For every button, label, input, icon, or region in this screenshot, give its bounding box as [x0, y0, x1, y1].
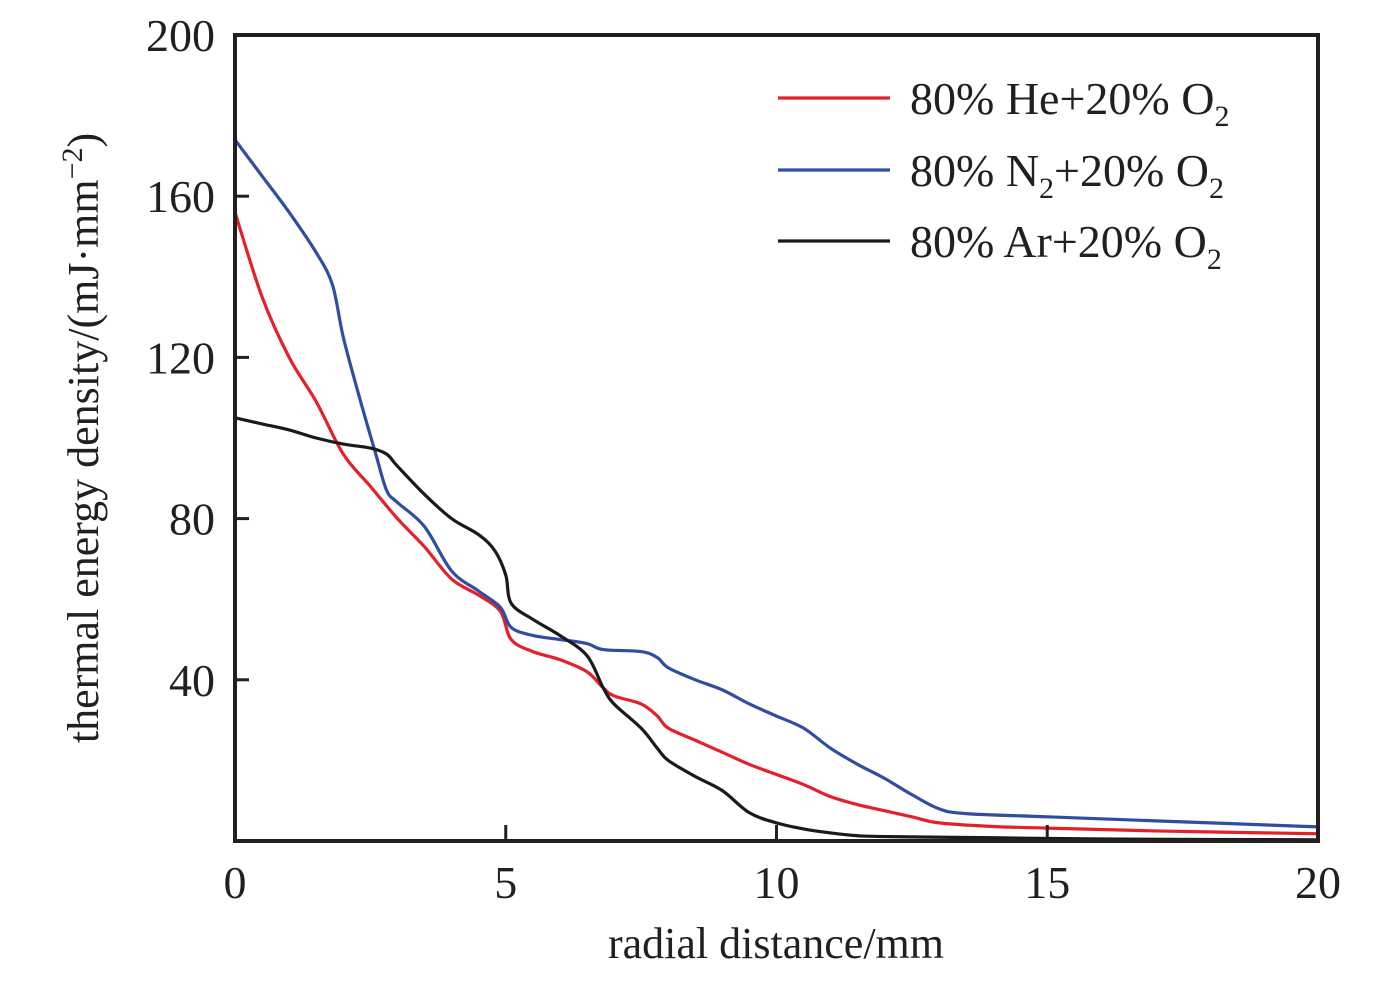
y-axis-title: thermal energy density/(mJ·mm−2)	[56, 133, 108, 743]
legend-item: 80% He+20% O2	[778, 73, 1229, 133]
y-tick-label: 120	[146, 332, 215, 383]
y-tick-label: 40	[169, 655, 215, 706]
legend-label: 80% Ar+20% O2	[910, 216, 1222, 276]
legend-label: 80% N2+20% O2	[910, 145, 1224, 205]
legend-item: 80% N2+20% O2	[778, 145, 1224, 205]
series-line-3	[234, 416, 1319, 842]
legend-label: 80% He+20% O2	[910, 73, 1229, 133]
x-tick-label: 20	[1295, 857, 1341, 908]
axis-ticks: 0 5 10 15 20 40 80 120 160 200	[146, 10, 1341, 908]
series-line-1	[233, 211, 1319, 836]
plot-area	[233, 138, 1319, 842]
legend-item: 80% Ar+20% O2	[778, 216, 1222, 276]
y-tick-label: 160	[146, 171, 215, 222]
x-axis-title: radial distance/mm	[608, 919, 944, 968]
legend: 80% He+20% O2 80% N2+20% O2 80% Ar+20% O2	[778, 73, 1229, 276]
x-tick-label: 5	[494, 857, 517, 908]
y-tick-label: 200	[146, 10, 215, 61]
series-line-2	[233, 138, 1319, 829]
x-tick-label: 10	[754, 857, 800, 908]
x-tick-label: 0	[224, 857, 247, 908]
x-tick-label: 15	[1024, 857, 1070, 908]
y-tick-label: 80	[169, 494, 215, 545]
